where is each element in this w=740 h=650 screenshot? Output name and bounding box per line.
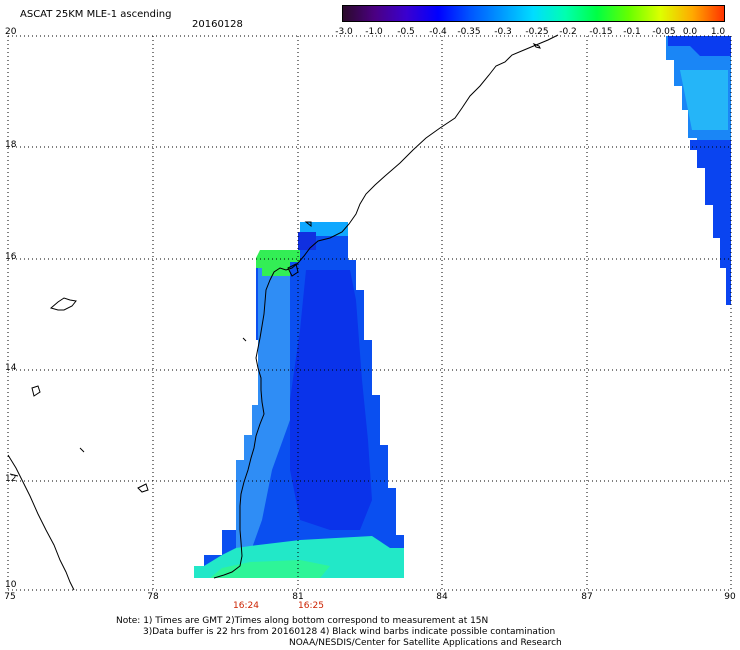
swath-east-top	[668, 36, 731, 56]
colorbar-tick: -3.0	[335, 27, 353, 37]
lon-label: 78	[147, 592, 159, 602]
note-line-3: NOAA/NESDIS/Center for Satellite Applica…	[289, 638, 562, 648]
lon-label: 81	[292, 592, 304, 602]
colorbar-tick: -0.35	[457, 27, 481, 37]
lat-label: 20	[5, 27, 17, 37]
colorbar-tick: -0.2	[559, 27, 577, 37]
swath-top-dark	[298, 232, 316, 250]
colorbar	[342, 5, 725, 22]
time-label: 16:24	[233, 601, 259, 611]
swath-data	[194, 36, 731, 578]
colorbar-tick: -0.15	[589, 27, 613, 37]
lat-label: 16	[5, 252, 17, 262]
product-date: 20160128	[192, 19, 243, 30]
swath-east-dark	[690, 140, 731, 305]
colorbar-tick: 0.0	[682, 27, 698, 37]
colorbar-tick: -0.5	[397, 27, 415, 37]
colorbar-tick: 1.0	[710, 27, 726, 37]
time-label: 16:25	[298, 601, 324, 611]
swath-core	[290, 270, 372, 530]
lon-label: 84	[436, 592, 448, 602]
lon-label: 87	[581, 592, 593, 602]
colorbar-tick: -0.4	[429, 27, 447, 37]
note-line-2: 3)Data buffer is 22 hrs from 20160128 4)…	[143, 627, 556, 637]
product-title: ASCAT 25KM MLE-1 ascending	[20, 9, 172, 20]
coastline	[7, 34, 559, 591]
note-line-1: Note: 1) Times are GMT 2)Times along bot…	[116, 616, 489, 626]
lat-label: 14	[5, 363, 17, 373]
colorbar-tick: -0.25	[525, 27, 549, 37]
lat-label: 18	[5, 140, 17, 150]
lon-label: 90	[724, 592, 736, 602]
lat-label: 12	[5, 474, 17, 484]
lat-lon-grid	[7, 35, 732, 591]
colorbar-tick: -0.05	[652, 27, 676, 37]
lat-label: 10	[5, 580, 17, 590]
lon-label: 75	[4, 592, 16, 602]
colorbar-tick: -1.0	[365, 27, 383, 37]
colorbar-tick: -0.1	[623, 27, 641, 37]
swath-east-light	[680, 70, 728, 130]
colorbar-tick: -0.3	[494, 27, 512, 37]
